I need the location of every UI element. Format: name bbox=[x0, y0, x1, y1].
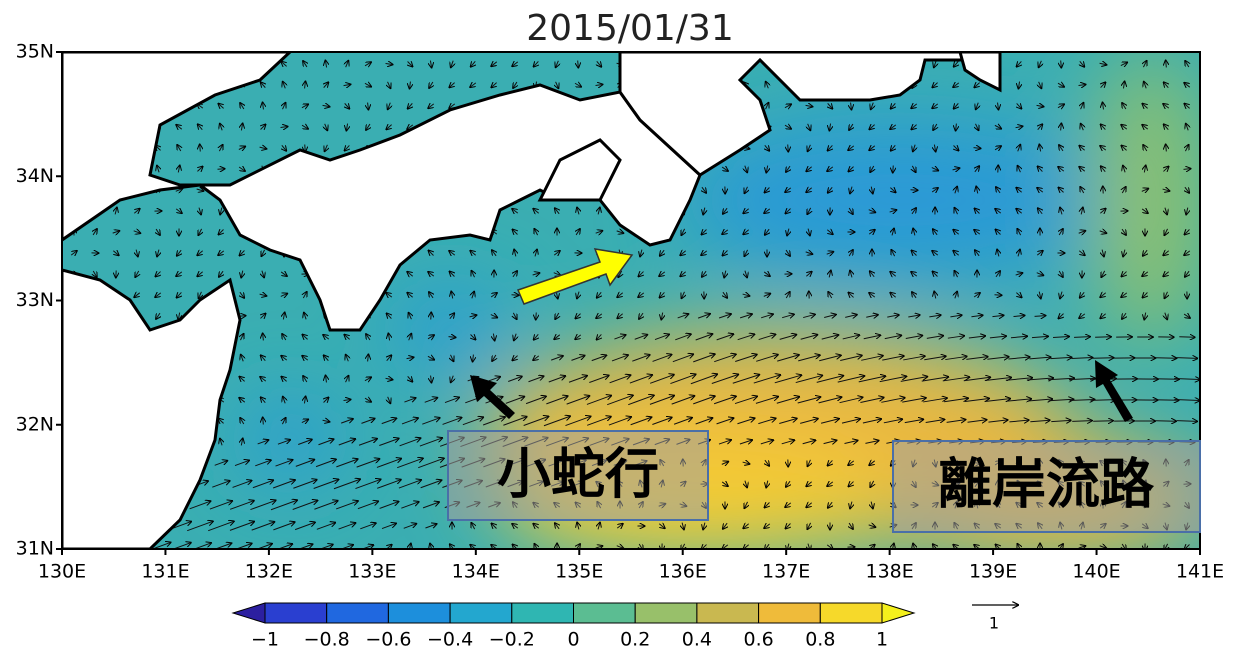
lon-label: 140E bbox=[1072, 561, 1120, 583]
current-vector bbox=[218, 169, 225, 170]
colorbar-end bbox=[882, 603, 914, 623]
lon-label: 130E bbox=[38, 561, 86, 583]
colorbar-swatch bbox=[512, 603, 574, 623]
colorbar-swatch bbox=[450, 603, 512, 623]
colorbar-label: 1 bbox=[876, 629, 888, 651]
colorbar-swatch bbox=[820, 603, 882, 623]
lat-label: 35N bbox=[16, 41, 54, 63]
colorbar-swatch bbox=[635, 603, 697, 623]
colorbar-swatch bbox=[574, 603, 636, 623]
current-vector bbox=[200, 145, 201, 152]
current-vector bbox=[578, 61, 579, 68]
colorbar-label: −0.8 bbox=[304, 629, 350, 651]
lat-label: 33N bbox=[16, 289, 54, 311]
colorbar-label: 0.2 bbox=[620, 629, 650, 651]
colorbar-label: −0.6 bbox=[365, 629, 411, 651]
map-title: 2015/01/31 bbox=[526, 8, 734, 49]
current-vector bbox=[1179, 337, 1194, 338]
current-vector bbox=[893, 166, 894, 173]
colorbar-label: 0.6 bbox=[743, 629, 773, 651]
colorbar-label: 0.4 bbox=[682, 629, 712, 651]
lon-label: 135E bbox=[555, 561, 603, 583]
current-vector bbox=[512, 295, 519, 296]
lon-label: 137E bbox=[762, 561, 810, 583]
lon-label: 139E bbox=[969, 561, 1017, 583]
lon-label: 141E bbox=[1176, 561, 1224, 583]
lat-label: 34N bbox=[16, 165, 54, 187]
colorbar-swatch bbox=[388, 603, 450, 623]
current-vector bbox=[536, 313, 537, 320]
reference-vector-label: 1 bbox=[989, 614, 999, 633]
colorbar-label: −0.2 bbox=[489, 629, 535, 651]
colorbar-label: −1 bbox=[251, 629, 279, 651]
colorbar-label: 0 bbox=[567, 629, 579, 651]
colorbar-swatch bbox=[327, 603, 389, 623]
current-vector bbox=[1166, 61, 1167, 68]
colorbar-swatch bbox=[759, 603, 821, 623]
lon-label: 131E bbox=[141, 561, 189, 583]
current-vector bbox=[1093, 421, 1113, 422]
colorbar-end bbox=[233, 603, 265, 623]
current-vector bbox=[1061, 61, 1062, 68]
lat-label: 32N bbox=[16, 413, 54, 435]
current-vector bbox=[1074, 337, 1090, 338]
colorbar-swatch bbox=[697, 603, 759, 623]
lon-label: 134E bbox=[452, 561, 500, 583]
annotation-text: 小蛇行 bbox=[497, 443, 659, 506]
current-vector bbox=[1184, 169, 1191, 170]
lon-label: 132E bbox=[245, 561, 293, 583]
lat-label: 31N bbox=[16, 538, 54, 560]
current-vector bbox=[788, 145, 789, 152]
colorbar-label: −0.4 bbox=[427, 629, 473, 651]
lon-label: 136E bbox=[659, 561, 707, 583]
current-vector bbox=[263, 418, 264, 425]
current-vector bbox=[1093, 358, 1114, 359]
current-vector bbox=[1166, 145, 1167, 152]
lon-label: 138E bbox=[865, 561, 913, 583]
colorbar-label: 0.8 bbox=[805, 629, 835, 651]
colorbar-swatch bbox=[265, 603, 327, 623]
lon-label: 133E bbox=[348, 561, 396, 583]
annotation-text: 離岸流路 bbox=[938, 453, 1155, 516]
